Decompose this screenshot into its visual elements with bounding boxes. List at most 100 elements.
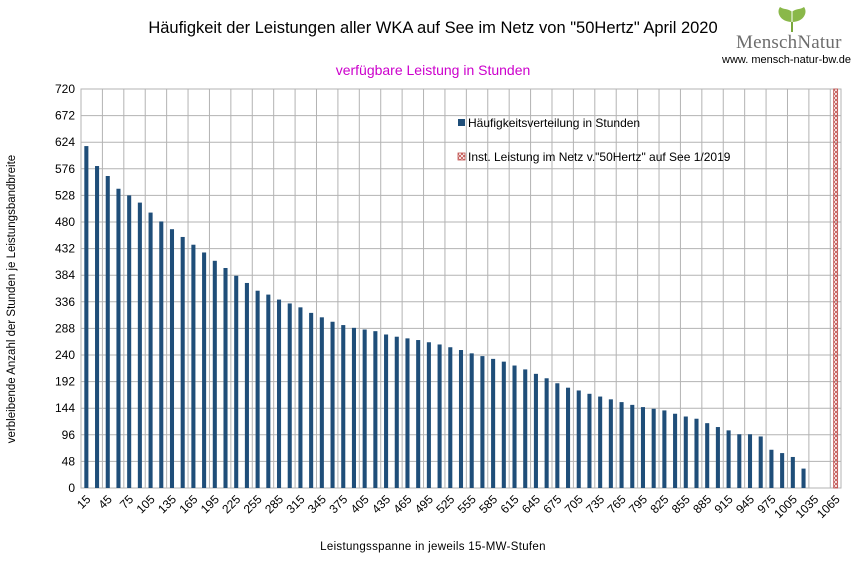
x-axis-label: Leistungsspanne in jeweils 15-MW-Stufen: [320, 541, 546, 553]
bar: [673, 413, 678, 488]
bar: [159, 221, 164, 488]
y-tick-label: 336: [55, 295, 75, 309]
x-tick-label: 405: [348, 492, 372, 516]
bar: [266, 294, 271, 488]
ginkgo-leaf-icon: [778, 7, 806, 32]
bar: [287, 303, 292, 488]
bar: [319, 317, 324, 488]
bar: [544, 378, 549, 488]
x-tick-label: 825: [647, 492, 671, 516]
bar: [662, 410, 667, 488]
logo-wordmark: MenschNatur: [736, 32, 842, 53]
brand-logo: MenschNatur www. mensch-natur-bw.de: [720, 4, 866, 70]
bar: [790, 456, 795, 488]
x-tick-label: 165: [176, 492, 200, 516]
bar: [737, 434, 742, 488]
y-tick-label: 192: [55, 375, 75, 389]
bar: [469, 353, 474, 488]
x-tick-label: 45: [96, 492, 116, 512]
chart-subtitle: verfügbare Leistung in Stunden: [335, 62, 531, 78]
x-tick-label: 285: [262, 492, 286, 516]
bar: [276, 299, 282, 488]
bar: [212, 260, 217, 488]
bar: [416, 340, 421, 488]
x-tick-label: 75: [117, 492, 137, 512]
y-tick-label: 0: [68, 481, 75, 495]
inst-leistung-marker: [833, 88, 839, 489]
bar: [362, 329, 367, 488]
legend-swatch-inst: [457, 152, 466, 161]
bar: [394, 336, 399, 488]
logo-url: www. mensch-natur-bw.de: [722, 54, 851, 66]
bar: [480, 356, 485, 488]
bar: [726, 430, 731, 488]
bar: [576, 390, 581, 488]
bar: [619, 402, 624, 488]
y-tick-label: 528: [55, 188, 75, 202]
bar: [244, 282, 249, 488]
bar: [448, 347, 453, 488]
bar: [255, 290, 260, 488]
bar: [180, 236, 185, 488]
y-tick-label: 480: [55, 215, 75, 229]
bar: [351, 327, 356, 488]
x-tick-label: 195: [198, 492, 222, 516]
y-tick-label: 576: [55, 162, 75, 176]
legend-label-frequency: Häufigkeitsverteilung in Stunden: [468, 116, 640, 130]
x-tick-label: 855: [669, 492, 693, 516]
inst-leistung-column: [833, 88, 839, 489]
bar: [234, 275, 239, 488]
x-tick-label: 1065: [814, 492, 843, 521]
bar: [555, 383, 560, 488]
x-tick-label: 705: [562, 492, 586, 516]
x-tick-labels: 15 45 751051351651952252552853153453754054…: [74, 492, 843, 521]
bar: [116, 188, 121, 488]
bar: [715, 427, 720, 488]
x-tick-label: 255: [241, 492, 265, 516]
bar: [523, 369, 528, 488]
x-tick-label: 345: [305, 492, 329, 516]
x-tick-label: 495: [412, 492, 436, 516]
x-tick-label: 765: [605, 492, 629, 516]
bar: [309, 312, 314, 488]
y-tick-label: 624: [55, 135, 75, 149]
bar: [223, 267, 228, 488]
bar: [426, 342, 431, 488]
bar: [608, 399, 613, 488]
x-tick-label: 435: [369, 492, 393, 516]
bar: [683, 416, 688, 488]
x-tick-label: 735: [583, 492, 607, 516]
y-tick-label: 48: [62, 454, 76, 468]
bar: [405, 338, 410, 488]
bar: [747, 434, 753, 488]
legend: Häufigkeitsverteilung in Stunden Inst. Le…: [457, 116, 731, 164]
bar: [169, 229, 175, 488]
x-tick-label: 675: [540, 492, 564, 516]
bar: [137, 202, 142, 488]
bar: [298, 307, 303, 488]
bar: [512, 365, 517, 488]
x-tick-label: 375: [326, 492, 350, 516]
x-tick-label: 795: [626, 492, 650, 516]
x-tick-label: 555: [455, 492, 479, 516]
bar: [501, 361, 506, 488]
bar: [373, 331, 378, 488]
bar: [566, 387, 571, 488]
y-tick-label: 288: [55, 321, 75, 335]
bar: [437, 344, 442, 488]
chart-title: Häufigkeit der Leistungen aller WKA auf …: [148, 19, 718, 37]
bar: [491, 358, 496, 488]
bar: [84, 146, 89, 488]
bars: [84, 146, 806, 489]
bar: [202, 252, 207, 488]
bar: [694, 418, 699, 488]
y-tick-label: 384: [55, 268, 75, 282]
bar: [384, 334, 389, 488]
bar: [533, 373, 538, 488]
bar: [769, 449, 774, 488]
y-tick-labels: 0 48 96 144 192 240 288 336 384 432 480 528 576 624 67…: [55, 82, 75, 495]
bar: [330, 321, 335, 488]
y-tick-label: 240: [55, 348, 75, 362]
y-tick-label: 96: [62, 428, 76, 442]
